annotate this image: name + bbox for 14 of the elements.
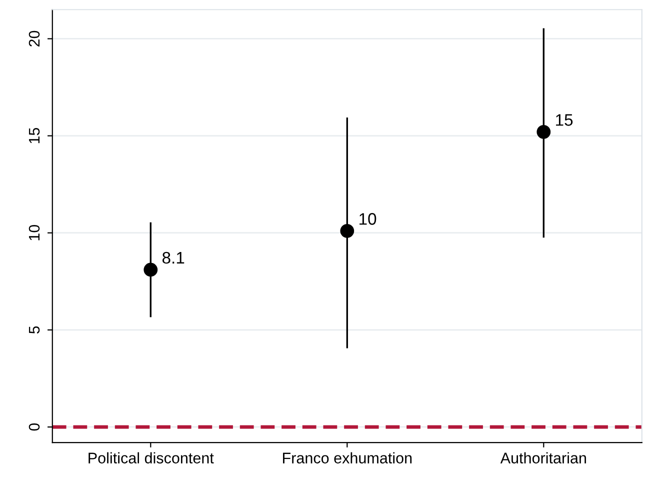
point xyxy=(144,262,158,277)
data-label: 15 xyxy=(556,114,573,126)
data-label: 8.1 xyxy=(162,252,184,264)
y-tick-label: 0 xyxy=(28,423,40,431)
x-tick-label: Political discontent xyxy=(88,452,214,464)
y-tick-label: 5 xyxy=(28,326,40,334)
x-tick-label: Franco exhumation xyxy=(283,452,412,464)
point xyxy=(340,224,354,238)
data-label: 10 xyxy=(360,213,376,225)
y-tick-label: 15 xyxy=(28,128,40,144)
x-tick-label: Authoritarian xyxy=(500,452,586,464)
y-tick-label: 20 xyxy=(28,30,40,46)
point xyxy=(536,124,551,139)
y-tick-label: 10 xyxy=(28,224,40,240)
